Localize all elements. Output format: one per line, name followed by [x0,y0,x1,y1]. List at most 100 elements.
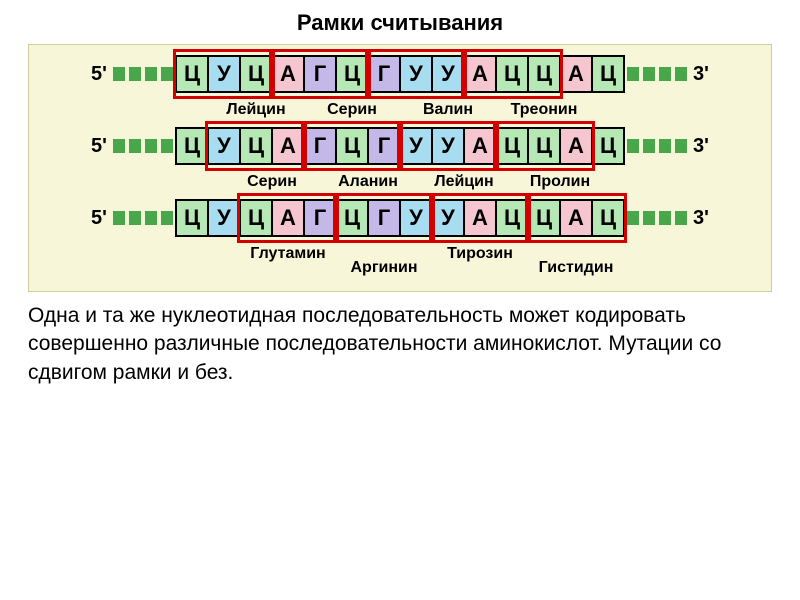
nucleotide-cell: У [207,199,241,237]
dash-segment [129,211,141,225]
nucleotide-cell: У [207,55,241,93]
nucleotide-cell: У [207,127,241,165]
amino-acid-label: Аланин [320,173,416,191]
amino-acid-label: Аргинин [336,259,432,277]
five-prime-label: 5' [87,63,111,86]
nucleotide-cell: А [271,55,305,93]
nucleotide-cell: У [431,55,465,93]
nucleotide-cell: Ц [239,127,273,165]
nucleotide-cell: Г [367,199,401,237]
nucleotide-cell: Ц [591,127,625,165]
nucleotide-cell: Ц [495,199,529,237]
nucleotide-cell: А [271,127,305,165]
nucleotide-cell: У [399,55,433,93]
nucleotide-group: ЦУЦАГЦГУУАЦЦАЦ [175,199,625,237]
three-prime-label: 3' [689,135,713,158]
amino-acid-label: Глутамин [240,245,336,263]
nucleotide-cell: Ц [335,199,369,237]
nucleotide-cell: А [463,55,497,93]
nucleotide-cell: Ц [527,55,561,93]
nucleotide-sequence: ЦУЦАГЦГУУАЦЦАЦ [175,199,625,237]
amino-acid-label: Лейцин [416,173,512,191]
amino-acid-label: Треонин [496,101,592,119]
dash-segment [145,211,157,225]
dash-segment [643,67,655,81]
nucleotide-cell: Ц [527,199,561,237]
five-prime-label: 5' [87,135,111,158]
dash-segment [113,67,125,81]
dash-segment [675,67,687,81]
dash-segment [113,211,125,225]
rna-strand: 5'ЦУЦАГЦГУУАЦЦАЦ3' [39,55,761,93]
diagram-panel: 5'ЦУЦАГЦГУУАЦЦАЦ3'ЛейцинСеринВалинТреони… [28,44,772,292]
dash-segment [675,139,687,153]
nucleotide-cell: Ц [239,199,273,237]
strand-dashes-left [113,139,173,153]
amino-acid-label: Серин [224,173,320,191]
nucleotide-cell: А [559,199,593,237]
amino-acid-label: Лейцин [208,101,304,119]
nucleotide-cell: Ц [335,127,369,165]
nucleotide-cell: А [559,127,593,165]
dash-segment [627,139,639,153]
dash-segment [129,67,141,81]
dash-segment [659,67,671,81]
nucleotide-cell: Ц [175,55,209,93]
nucleotide-group: ЦУЦАГЦГУУАЦЦАЦ [175,127,625,165]
rna-strand: 5'ЦУЦАГЦГУУАЦЦАЦ3' [39,127,761,165]
nucleotide-cell: Ц [527,127,561,165]
nucleotide-cell: У [399,127,433,165]
amino-acid-label: Серин [304,101,400,119]
nucleotide-cell: Ц [591,199,625,237]
three-prime-label: 3' [689,63,713,86]
nucleotide-cell: Ц [175,127,209,165]
caption-text: Одна и та же нуклеотидная последовательн… [0,302,800,387]
dash-segment [161,67,173,81]
nucleotide-cell: Г [303,55,337,93]
three-prime-label: 3' [689,207,713,230]
dash-segment [643,211,655,225]
nucleotide-cell: Ц [175,199,209,237]
dash-segment [129,139,141,153]
strand-dashes-left [113,67,173,81]
nucleotide-sequence: ЦУЦАГЦГУУАЦЦАЦ [175,127,625,165]
nucleotide-cell: А [559,55,593,93]
dash-segment [145,139,157,153]
reading-frame-row: 5'ЦУЦАГЦГУУАЦЦАЦ3'ГлутаминАргининТирозин… [39,199,761,263]
reading-frame-row: 5'ЦУЦАГЦГУУАЦЦАЦ3'СеринАланинЛейцинПроли… [39,127,761,191]
nucleotide-cell: Г [303,127,337,165]
page-title: Рамки считывания [0,10,800,36]
dash-segment [643,139,655,153]
amino-acid-labels: СеринАланинЛейцинПролин [39,173,761,191]
nucleotide-cell: Ц [239,55,273,93]
dash-segment [113,139,125,153]
amino-acid-label: Гистидин [528,259,624,277]
dash-segment [627,211,639,225]
nucleotide-cell: Ц [495,127,529,165]
reading-frame-row: 5'ЦУЦАГЦГУУАЦЦАЦ3'ЛейцинСеринВалинТреони… [39,55,761,119]
rna-strand: 5'ЦУЦАГЦГУУАЦЦАЦ3' [39,199,761,237]
dash-segment [659,211,671,225]
nucleotide-cell: Ц [591,55,625,93]
strand-dashes-right [627,211,687,225]
nucleotide-sequence: ЦУЦАГЦГУУАЦЦАЦ [175,55,625,93]
dash-segment [161,139,173,153]
amino-acid-labels: ЛейцинСеринВалинТреонин [39,101,761,119]
nucleotide-cell: У [399,199,433,237]
nucleotide-cell: У [431,127,465,165]
strand-dashes-right [627,139,687,153]
nucleotide-cell: А [463,199,497,237]
nucleotide-cell: У [431,199,465,237]
amino-acid-labels: ГлутаминАргининТирозинГистидин [39,245,761,263]
strand-dashes-left [113,211,173,225]
nucleotide-cell: Г [303,199,337,237]
nucleotide-group: ЦУЦАГЦГУУАЦЦАЦ [175,55,625,93]
amino-acid-label: Валин [400,101,496,119]
nucleotide-cell: А [271,199,305,237]
five-prime-label: 5' [87,207,111,230]
nucleotide-cell: Г [367,55,401,93]
nucleotide-cell: Ц [335,55,369,93]
amino-acid-label: Пролин [512,173,608,191]
dash-segment [675,211,687,225]
nucleotide-cell: Ц [495,55,529,93]
